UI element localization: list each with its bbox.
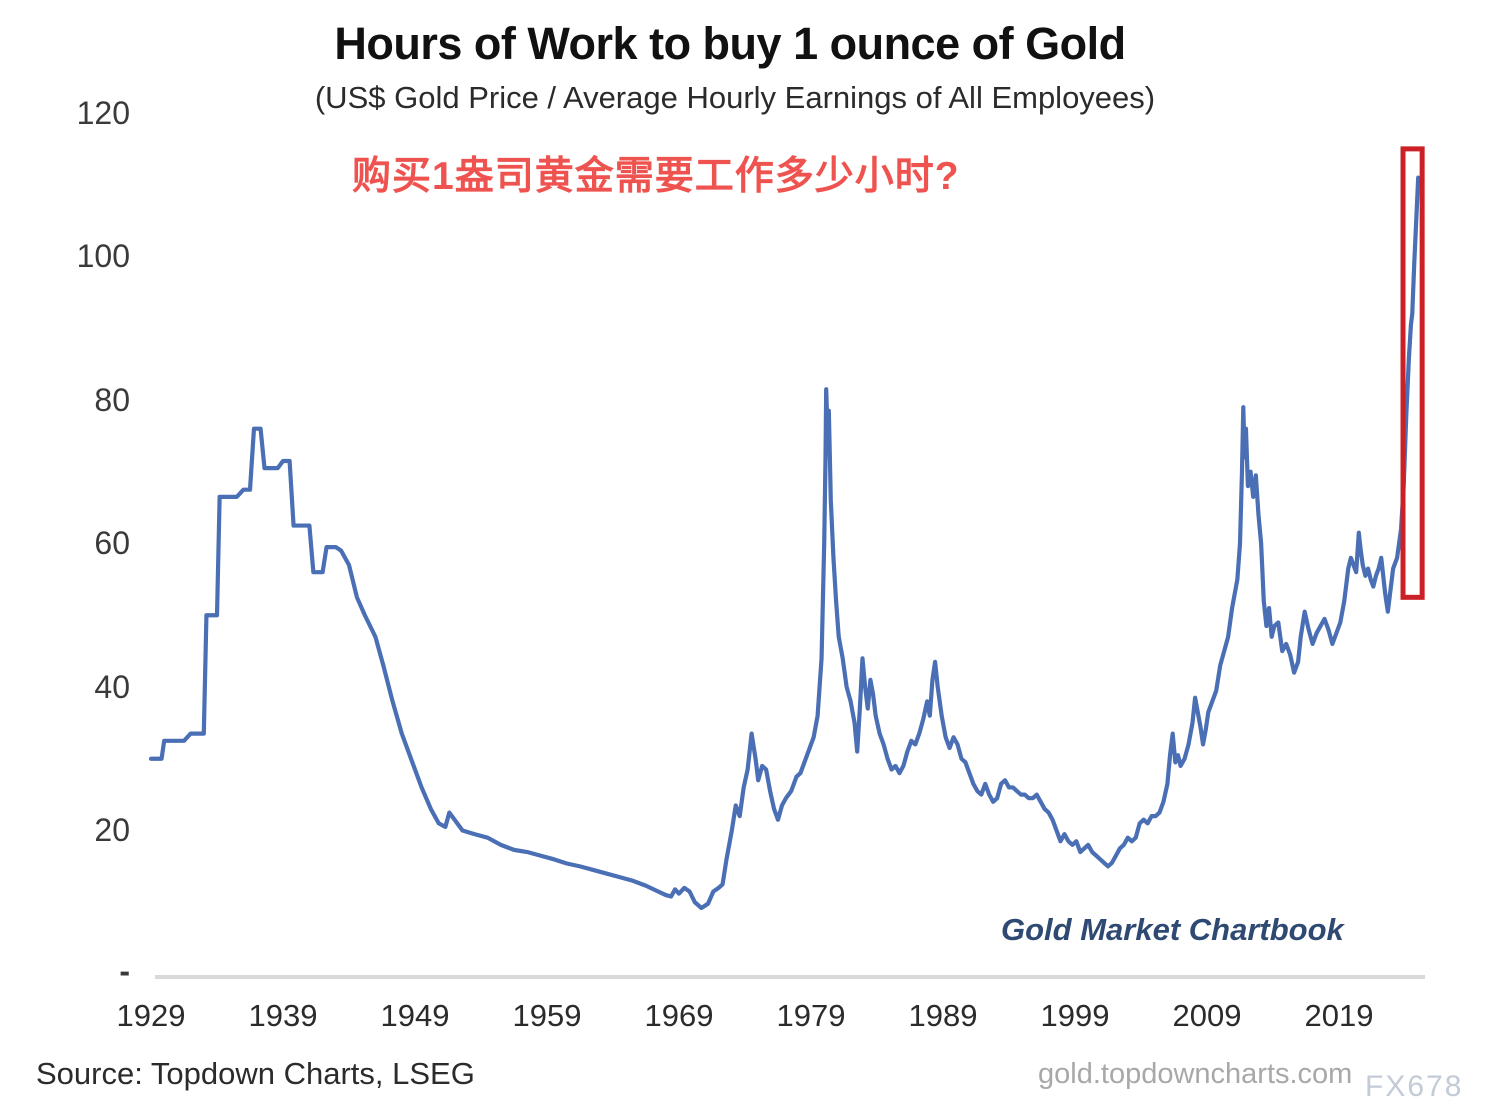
chartbook-label: Gold Market Chartbook xyxy=(1001,912,1344,947)
x-tick-1989: 1989 xyxy=(908,998,978,1033)
source-note: Source: Topdown Charts, LSEG xyxy=(36,1056,475,1091)
x-tick-1939: 1939 xyxy=(248,998,318,1033)
chart-subtitle: (US$ Gold Price / Average Hourly Earning… xyxy=(314,80,1156,115)
y-tick-120: 120 xyxy=(76,95,130,131)
highlight-box xyxy=(1400,146,1425,600)
chinese-annotation-text: 购买1盎司黄金需要工作多少小时? xyxy=(352,155,960,198)
gold-hours-line xyxy=(148,175,1421,911)
y-tick-60: 60 xyxy=(94,525,130,561)
x-tick-1929: 1929 xyxy=(116,998,186,1033)
x-tick-2009: 2009 xyxy=(1172,998,1242,1033)
x-tick-1969: 1969 xyxy=(644,998,714,1033)
y-tick-100: 100 xyxy=(76,238,130,274)
y-tick-20: 20 xyxy=(94,812,130,848)
y-tick-40: 40 xyxy=(94,669,130,705)
x-tick-1999: 1999 xyxy=(1040,998,1110,1033)
page-title: Hours of Work to buy 1 ounce of Gold xyxy=(334,18,1126,69)
y-tick-80: 80 xyxy=(94,382,130,418)
x-tick-1959: 1959 xyxy=(512,998,582,1033)
x-tick-1949: 1949 xyxy=(380,998,450,1033)
y-tick-zero: - xyxy=(119,953,130,989)
x-tick-1979: 1979 xyxy=(776,998,846,1033)
site-url: gold.topdowncharts.com xyxy=(1038,1058,1353,1090)
x-tick-2019: 2019 xyxy=(1304,998,1374,1033)
fx678-watermark: FX678 xyxy=(1365,1070,1464,1103)
